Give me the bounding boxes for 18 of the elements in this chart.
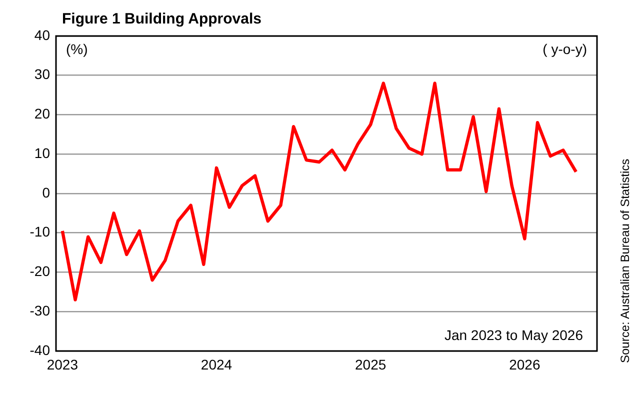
y-axis-title: (%): [66, 40, 88, 57]
x-tick-label: 2025: [355, 356, 386, 372]
source-note: Source: Australian Bureau of Statistics: [618, 158, 632, 363]
annotation: ( y-o-y): [542, 40, 587, 57]
x-tick-label: 2024: [200, 356, 232, 372]
x-tick-label: 2023: [46, 356, 78, 372]
y-tick-label: 30: [34, 66, 50, 82]
y-tick-label: 10: [34, 144, 50, 161]
y-tick-label: -40: [30, 342, 50, 358]
annotation: Jan 2023 to May 2026: [444, 326, 584, 343]
y-tick-label: -10: [30, 224, 50, 240]
x-tick-label: 2026: [509, 356, 540, 372]
chart-title: Figure 1 Building Approvals: [62, 10, 262, 28]
y-tick-label: -30: [30, 302, 50, 318]
y-tick-label: -20: [30, 263, 50, 280]
y-tick-label: 0: [42, 184, 50, 200]
y-tick-label: 40: [34, 26, 50, 43]
y-tick-label: 20: [34, 106, 50, 122]
